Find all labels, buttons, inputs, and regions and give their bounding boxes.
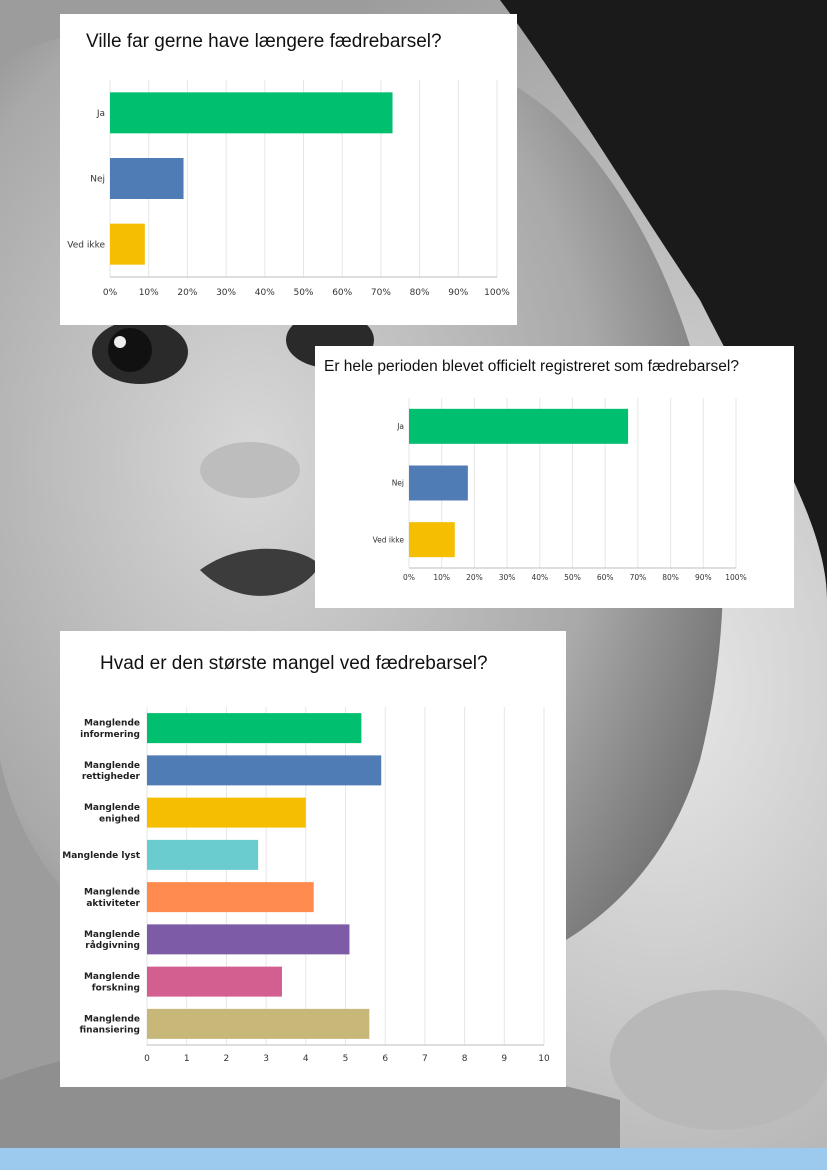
- x-tick-label: 60%: [332, 288, 352, 298]
- x-tick-label: 100%: [484, 288, 510, 298]
- x-tick-label: 10%: [139, 288, 159, 298]
- chart-card-2: Er hele perioden blevet officielt regist…: [315, 346, 794, 608]
- category-label: Manglende rådgivning: [84, 930, 140, 951]
- x-tick-label: 1: [184, 1054, 190, 1064]
- category-label: Ved ikke: [373, 535, 405, 544]
- bar: [147, 713, 362, 744]
- x-tick-label: 3: [263, 1054, 269, 1064]
- x-tick-label: 80%: [662, 573, 679, 582]
- x-tick-label: 40%: [531, 573, 548, 582]
- chart-title: Hvad er den største mangel ved fædrebars…: [100, 653, 488, 674]
- bar-chart-3: 0 1 2 3 4 5 6 7 8 9 10 Manglende informering Manglend…: [62, 707, 550, 1064]
- x-tick-label: 0%: [403, 573, 415, 582]
- category-label: Manglende enighed: [84, 803, 140, 824]
- chart-title: Ville far gerne have længere fædrebarsel…: [86, 31, 442, 52]
- category-label: Nej: [90, 175, 105, 185]
- x-tick-label: 20%: [466, 573, 483, 582]
- category-label: Manglende aktiviteter: [84, 888, 141, 909]
- x-tick-label: 7: [422, 1054, 428, 1064]
- category-label: Manglende lyst: [62, 851, 140, 861]
- x-tick-label: 60%: [597, 573, 614, 582]
- x-tick-label: 0: [144, 1054, 150, 1064]
- bar: [110, 223, 145, 265]
- x-tick-label: 50%: [293, 288, 313, 298]
- bar: [147, 839, 259, 870]
- category-label: Ved ikke: [67, 240, 105, 250]
- bar: [147, 797, 306, 828]
- bar: [147, 755, 382, 786]
- x-tick-label: 5: [343, 1054, 349, 1064]
- x-tick-label: 40%: [255, 288, 275, 298]
- x-tick-label: 6: [382, 1054, 388, 1064]
- category-label: Manglende forskning: [84, 972, 140, 993]
- chart-card-3: Hvad er den største mangel ved fædrebars…: [60, 631, 566, 1087]
- x-tick-label: 4: [303, 1054, 309, 1064]
- category-label: Manglende finansiering: [80, 1014, 140, 1035]
- x-tick-label: 70%: [630, 573, 647, 582]
- x-tick-label: 90%: [448, 288, 468, 298]
- x-tick-label: 90%: [695, 573, 712, 582]
- bar: [110, 158, 184, 199]
- chart-title: Er hele perioden blevet officielt regist…: [324, 358, 739, 375]
- x-tick-label: 30%: [216, 288, 236, 298]
- chart-card-1: Ville far gerne have længere fædrebarsel…: [60, 14, 517, 325]
- bar: [409, 522, 455, 558]
- category-label: Ja: [396, 422, 404, 431]
- x-tick-label: 0%: [103, 288, 118, 298]
- bar-chart-2: 0% 10% 20% 30% 40% 50% 60% 70% 80% 90% 100% Ja Nej Ve…: [373, 398, 747, 582]
- bar: [147, 882, 314, 913]
- category-label: Ja: [96, 109, 105, 119]
- x-tick-label: 8: [462, 1054, 468, 1064]
- category-label: Nej: [392, 479, 404, 488]
- category-label: Manglende informering: [80, 719, 140, 740]
- x-tick-label: 100%: [725, 573, 746, 582]
- x-tick-label: 80%: [410, 288, 430, 298]
- bar: [147, 924, 350, 955]
- x-tick-label: 9: [501, 1054, 507, 1064]
- x-tick-label: 50%: [564, 573, 581, 582]
- bar: [147, 1008, 370, 1039]
- x-tick-label: 20%: [177, 288, 197, 298]
- category-label: Manglende rettigheder: [82, 761, 141, 782]
- bar-chart-1: 0% 10% 20% 30% 40% 50% 60% 70% 80% 90% 100% Ja Nej Ve…: [67, 80, 510, 298]
- bar: [409, 408, 629, 444]
- x-tick-label: 10%: [433, 573, 450, 582]
- bar: [409, 465, 468, 501]
- x-tick-label: 2: [224, 1054, 230, 1064]
- x-tick-label: 10: [538, 1054, 550, 1064]
- bar: [147, 966, 282, 997]
- x-tick-label: 30%: [499, 573, 516, 582]
- bottom-color-strip: [0, 1148, 827, 1170]
- bar: [110, 92, 393, 134]
- x-tick-label: 70%: [371, 288, 391, 298]
